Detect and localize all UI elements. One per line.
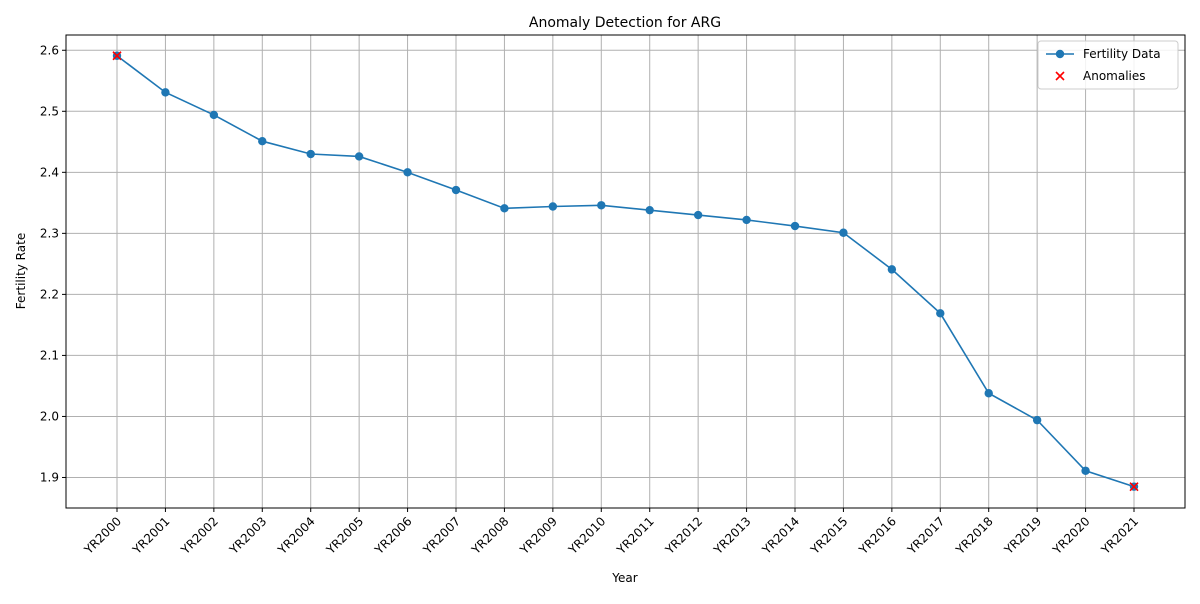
anomaly-marker-stroke — [1129, 482, 1139, 492]
anomaly-marker-stroke — [112, 51, 122, 61]
data-point — [597, 201, 606, 210]
data-point — [645, 205, 654, 215]
data-point — [936, 309, 945, 318]
data-point — [790, 221, 800, 231]
data-point — [548, 202, 558, 211]
data-point — [1032, 415, 1042, 425]
anomaly-marker — [1129, 482, 1139, 492]
data-point — [839, 228, 848, 237]
data-point — [354, 152, 364, 161]
series-line — [116, 55, 1135, 488]
y-tick-label: 2.2 — [40, 287, 59, 301]
data-point — [161, 88, 170, 97]
plot-frame — [65, 34, 1186, 509]
chart-title: Anomaly Detection for ARG — [529, 15, 721, 31]
data-point — [693, 210, 703, 220]
legend-marker-swatch — [1055, 49, 1065, 59]
data-point — [306, 149, 315, 159]
legend: Fertility Data Anomalies — [1037, 40, 1179, 90]
y-tick-label: 2.6 — [40, 43, 59, 57]
data-point — [1081, 466, 1090, 475]
series — [112, 51, 1139, 492]
legend-label: Anomalies — [1083, 69, 1146, 83]
data-point — [742, 215, 751, 225]
y-tick-label: 2.5 — [40, 104, 59, 118]
y-tick-label: 2.3 — [40, 226, 59, 240]
grid — [66, 35, 1185, 508]
legend-box — [1037, 40, 1179, 90]
y-tick-label: 2.1 — [40, 348, 59, 362]
data-point — [209, 110, 219, 120]
legend-x-swatch — [1055, 71, 1065, 81]
legend-label: Fertility Data — [1083, 47, 1161, 61]
y-tick-label: 2.4 — [40, 165, 59, 179]
data-point — [887, 265, 897, 274]
y-tick-label: 1.9 — [40, 470, 59, 484]
data-point — [984, 389, 993, 398]
x-axis-label: Year — [611, 571, 637, 585]
data-point — [500, 204, 509, 213]
data-point — [403, 168, 412, 177]
anomaly-marker — [112, 51, 122, 61]
data-point — [451, 185, 461, 195]
data-point — [258, 136, 267, 146]
y-axis-label: Fertility Rate — [14, 233, 28, 309]
y-tick-label: 2.0 — [40, 409, 59, 423]
